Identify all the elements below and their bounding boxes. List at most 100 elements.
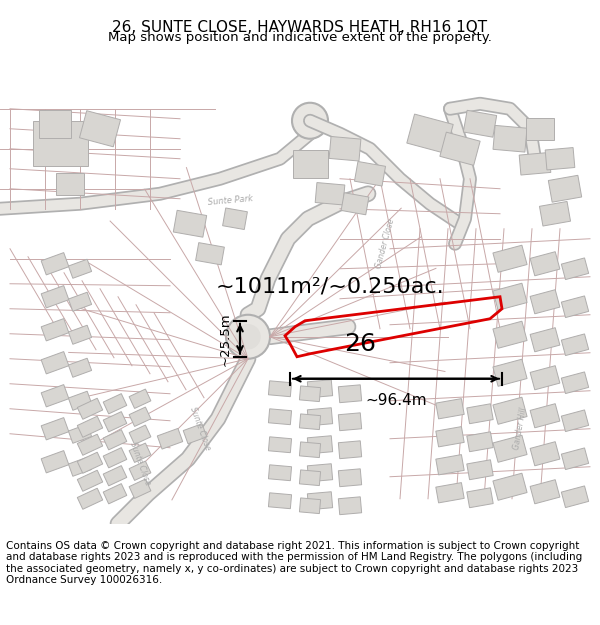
Polygon shape [103,448,127,468]
Polygon shape [307,408,332,426]
Text: Gander Close: Gander Close [374,217,396,270]
Polygon shape [436,399,464,419]
Polygon shape [299,498,320,514]
Polygon shape [103,484,127,504]
Text: Sunte Close: Sunte Close [128,441,152,487]
Polygon shape [338,469,362,487]
Polygon shape [299,414,320,429]
Polygon shape [562,258,589,279]
Polygon shape [407,114,453,153]
Polygon shape [68,259,92,278]
Polygon shape [41,352,69,374]
Polygon shape [68,424,92,443]
Polygon shape [268,437,292,452]
Circle shape [236,325,260,349]
Polygon shape [56,173,84,195]
Polygon shape [493,398,527,424]
Polygon shape [293,150,328,178]
Polygon shape [338,441,362,459]
Polygon shape [68,325,92,344]
Polygon shape [467,432,493,452]
Polygon shape [562,334,589,356]
Polygon shape [307,492,332,510]
Polygon shape [545,148,575,170]
Polygon shape [129,407,151,426]
Polygon shape [41,286,69,308]
Polygon shape [519,152,551,175]
Polygon shape [79,111,121,147]
Text: ~1011m²/~0.250ac.: ~1011m²/~0.250ac. [215,277,445,297]
Polygon shape [299,470,320,486]
Polygon shape [436,454,464,475]
Polygon shape [77,470,103,491]
Polygon shape [32,121,88,166]
Polygon shape [103,412,127,432]
Polygon shape [562,296,589,318]
Polygon shape [539,201,571,226]
Polygon shape [196,242,224,265]
Polygon shape [77,416,103,437]
Polygon shape [526,118,554,140]
Polygon shape [41,384,69,407]
Polygon shape [355,161,386,186]
Polygon shape [463,110,497,138]
Polygon shape [77,452,103,473]
Polygon shape [493,435,527,462]
Polygon shape [268,493,292,509]
Polygon shape [129,479,151,499]
Text: Sunte Park: Sunte Park [207,194,253,208]
Polygon shape [77,398,103,419]
Polygon shape [68,292,92,311]
Text: Map shows position and indicative extent of the property.: Map shows position and indicative extent… [108,31,492,44]
Polygon shape [223,208,247,229]
Polygon shape [299,386,320,402]
Polygon shape [530,290,560,314]
Polygon shape [341,192,369,215]
Polygon shape [467,460,493,480]
Polygon shape [467,404,493,424]
Polygon shape [562,410,589,432]
Polygon shape [41,418,69,440]
Polygon shape [41,253,69,275]
Polygon shape [436,482,464,503]
Polygon shape [530,366,560,390]
Polygon shape [493,359,527,386]
Polygon shape [493,126,527,152]
Text: Contains OS data © Crown copyright and database right 2021. This information is : Contains OS data © Crown copyright and d… [6,541,582,586]
Polygon shape [338,413,362,431]
Polygon shape [173,210,206,238]
Text: Sunte Close: Sunte Close [188,406,212,452]
Polygon shape [103,394,127,414]
Text: 26, SUNTE CLOSE, HAYWARDS HEATH, RH16 1QT: 26, SUNTE CLOSE, HAYWARDS HEATH, RH16 1Q… [112,20,488,35]
Polygon shape [129,389,151,409]
Polygon shape [307,464,332,482]
Polygon shape [307,436,332,454]
Polygon shape [299,442,320,458]
Polygon shape [530,252,560,276]
Polygon shape [77,488,103,509]
Polygon shape [183,424,207,444]
Text: Gander Hill: Gander Hill [512,407,528,451]
Polygon shape [68,358,92,377]
Polygon shape [103,466,127,486]
Polygon shape [41,451,69,473]
Polygon shape [41,319,69,341]
Text: 26: 26 [344,332,376,356]
Polygon shape [39,110,71,138]
Polygon shape [268,409,292,424]
Polygon shape [530,480,560,504]
Circle shape [226,315,270,359]
Circle shape [292,102,328,139]
Text: ~25.5m: ~25.5m [219,312,232,366]
Polygon shape [562,372,589,394]
Polygon shape [77,434,103,455]
Polygon shape [467,488,493,508]
Polygon shape [103,429,127,450]
Polygon shape [338,497,362,514]
Polygon shape [530,404,560,428]
Polygon shape [268,465,292,481]
Polygon shape [338,385,362,402]
Polygon shape [68,458,92,476]
Polygon shape [68,391,92,410]
Polygon shape [307,380,332,398]
